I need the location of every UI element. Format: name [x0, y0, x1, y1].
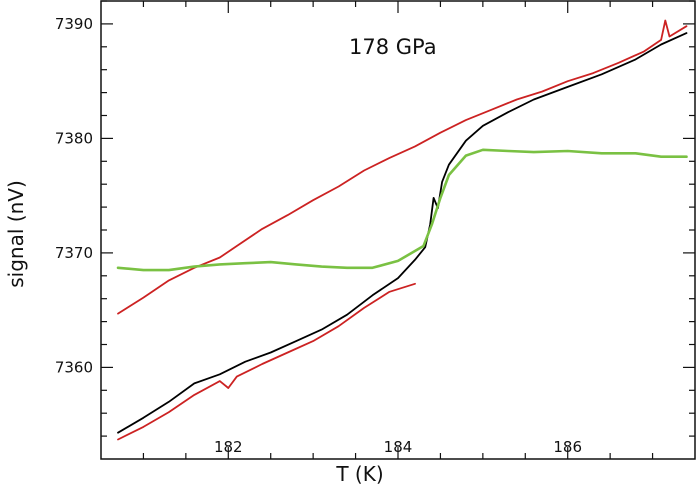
axis-ticks — [101, 0, 695, 459]
y-tick-label: 7370 — [55, 244, 93, 262]
x-tick-label: 186 — [553, 438, 582, 456]
series-line-4 — [116, 148, 688, 272]
x-axis-label: T (K) — [335, 462, 383, 484]
series-line-1 — [117, 32, 688, 434]
data-series — [116, 19, 688, 441]
tick-labels: 182 184 186 7360 7370 7380 7390 — [55, 15, 582, 456]
x-tick-label: 184 — [384, 438, 413, 456]
x-tick-label: 182 — [214, 438, 243, 456]
series-line-2 — [117, 282, 416, 441]
y-tick-label: 7360 — [55, 358, 93, 376]
pressure-annotation: 178 GPa — [349, 35, 437, 59]
y-axis-label: signal (nV) — [4, 180, 28, 287]
plot-frame — [100, 0, 696, 460]
y-tick-label: 7390 — [55, 15, 93, 33]
series-line-3 — [117, 19, 688, 315]
y-tick-label: 7380 — [55, 129, 93, 147]
